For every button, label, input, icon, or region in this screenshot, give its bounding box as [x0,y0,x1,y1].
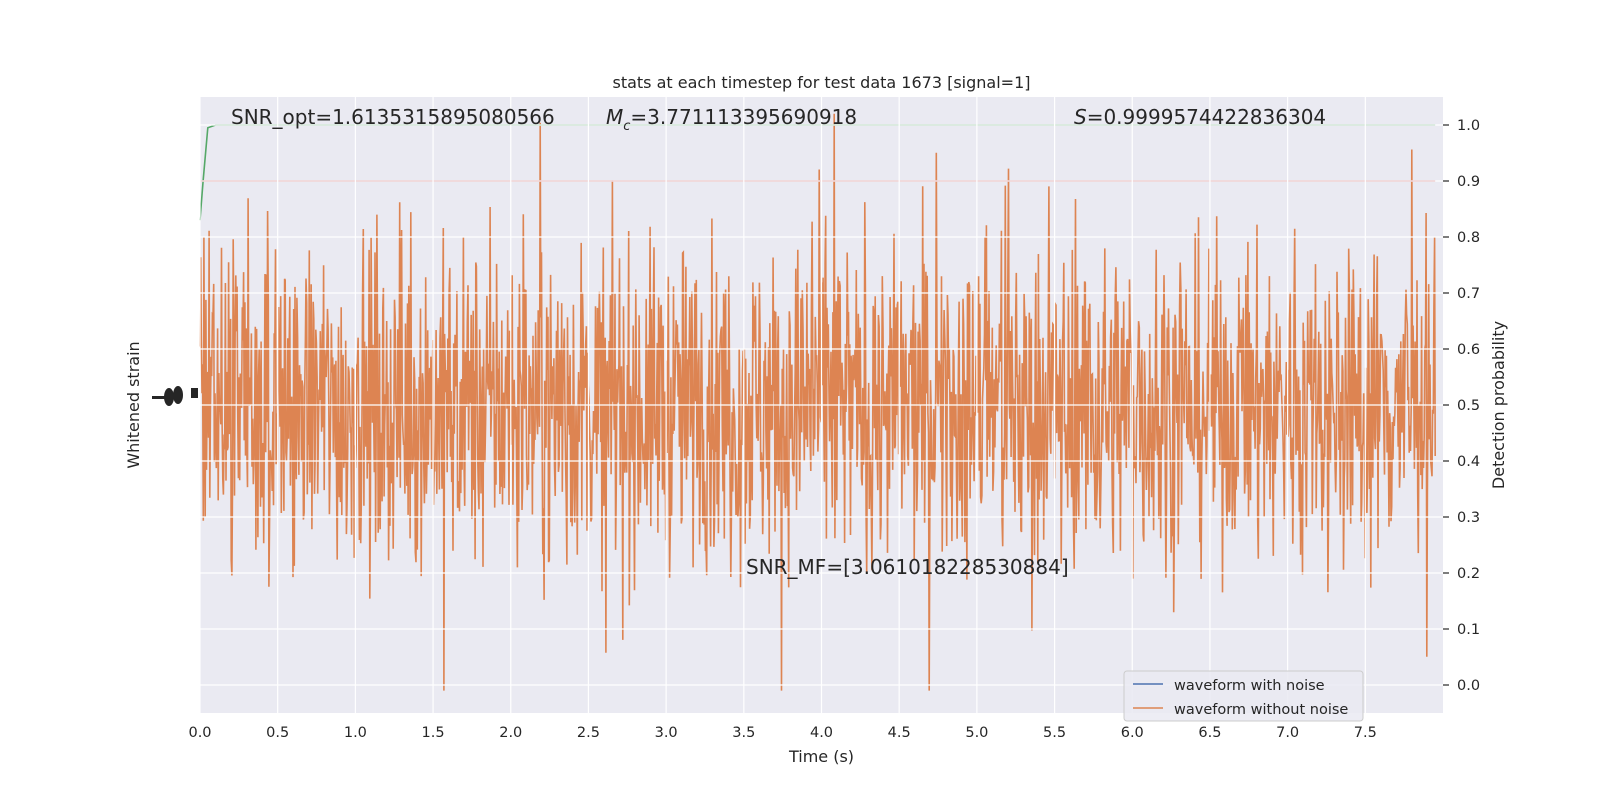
legend: waveform with noise waveform without noi… [1123,670,1364,722]
snr-opt-annotation: SNR_opt=1.6135315895080566 [231,105,555,129]
right-tick-label: 0.3 [1457,510,1480,526]
left-tick-glyph [152,396,166,399]
right-tick-label: 0.6 [1457,342,1480,358]
x-tick-label: 6.0 [1121,725,1144,741]
waveform-without-noise-line [199,113,1436,691]
right-y-axis-label: Detection probability [1489,321,1508,489]
x-tick-label: 6.5 [1198,725,1221,741]
left-axis-tick-labels [152,386,198,406]
x-tick-label: 3.5 [732,725,755,741]
left-tick-glyph [191,388,198,398]
right-tick-label: 0.9 [1457,174,1480,190]
x-tick-label: 1.5 [422,725,445,741]
x-tick-label: 7.5 [1354,725,1377,741]
axes: 0.0 0.5 1.0 1.5 2.0 2.5 3.0 3.5 4.0 4.5 5.0 5.5 6.0 6… [188,118,1480,741]
x-tick-label: 4.5 [888,725,911,741]
left-y-axis-label: Whitened strain [124,341,143,468]
right-tick-label: 0.8 [1457,230,1480,246]
x-tick-label: 3.0 [655,725,678,741]
legend-label-without-noise: waveform without noise [1174,702,1348,718]
chirp-mass-annotation: Mc=3.771113395690918 [606,105,857,134]
legend-label-with-noise: waveform with noise [1174,678,1325,694]
left-tick-glyph [173,386,183,404]
right-tick-label: 1.0 [1457,118,1480,134]
x-axis-label: Time (s) [788,747,854,766]
right-tick-label: 0.1 [1457,622,1480,638]
chart-title: stats at each timestep for test data 167… [612,73,1030,92]
right-tick-label: 0.0 [1457,678,1480,694]
legend-box [1123,670,1364,722]
right-tick-label: 0.4 [1457,454,1480,470]
x-tick-label: 4.0 [810,725,833,741]
right-tick-label: 0.5 [1457,398,1480,414]
x-tick-label: 2.5 [577,725,600,741]
x-tick-label: 0.5 [266,725,289,741]
x-tick-label: 5.5 [1043,725,1066,741]
right-tick-label: 0.7 [1457,286,1480,302]
x-tick-label: 7.0 [1276,725,1299,741]
series-waveform-without-noise [199,113,1436,691]
x-tick-label: 1.0 [344,725,367,741]
x-tick-label: 5.0 [965,725,988,741]
s-annotation: S=0.9999574422836304 [1074,105,1326,129]
snr-mf-annotation: SNR_MF=[3.061018228530884] [746,555,1069,579]
x-tick-label: 2.0 [499,725,522,741]
x-tick-label: 0.0 [188,725,211,741]
right-tick-label: 0.2 [1457,566,1480,582]
left-tick-glyph [164,388,174,406]
